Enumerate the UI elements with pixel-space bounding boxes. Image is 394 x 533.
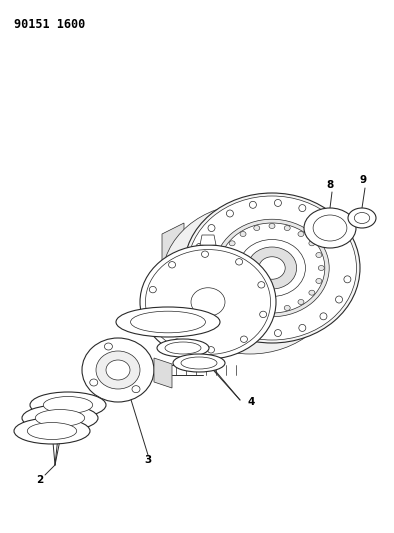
Ellipse shape — [259, 257, 285, 279]
Ellipse shape — [299, 325, 306, 332]
Ellipse shape — [106, 360, 130, 380]
Ellipse shape — [151, 316, 158, 322]
Ellipse shape — [249, 328, 256, 335]
Ellipse shape — [284, 225, 290, 231]
Ellipse shape — [240, 336, 247, 342]
Ellipse shape — [269, 223, 275, 229]
Ellipse shape — [240, 300, 246, 304]
Ellipse shape — [336, 233, 342, 240]
Ellipse shape — [173, 339, 180, 345]
Ellipse shape — [313, 215, 347, 241]
Ellipse shape — [82, 338, 154, 402]
Ellipse shape — [260, 311, 267, 318]
Ellipse shape — [104, 343, 112, 350]
Ellipse shape — [43, 397, 93, 414]
Ellipse shape — [192, 264, 199, 271]
Ellipse shape — [22, 405, 98, 431]
Ellipse shape — [247, 247, 297, 289]
Ellipse shape — [173, 354, 225, 372]
Ellipse shape — [35, 409, 85, 426]
Ellipse shape — [236, 259, 243, 265]
Ellipse shape — [27, 423, 77, 439]
Text: 5: 5 — [158, 273, 165, 283]
Ellipse shape — [269, 308, 275, 312]
Ellipse shape — [304, 208, 356, 248]
Ellipse shape — [227, 210, 233, 217]
Ellipse shape — [229, 241, 235, 246]
Ellipse shape — [208, 304, 215, 311]
Ellipse shape — [298, 231, 304, 237]
Ellipse shape — [258, 281, 265, 288]
Ellipse shape — [157, 339, 209, 357]
Ellipse shape — [132, 386, 140, 393]
Ellipse shape — [275, 329, 281, 336]
Ellipse shape — [316, 253, 322, 257]
Ellipse shape — [240, 231, 246, 237]
Ellipse shape — [254, 305, 260, 310]
Ellipse shape — [145, 249, 271, 354]
Ellipse shape — [354, 213, 370, 223]
Ellipse shape — [130, 311, 205, 333]
Ellipse shape — [238, 239, 305, 296]
Ellipse shape — [201, 251, 208, 257]
Ellipse shape — [284, 305, 290, 310]
Ellipse shape — [275, 199, 281, 206]
Polygon shape — [154, 358, 172, 388]
Ellipse shape — [208, 224, 215, 231]
Ellipse shape — [165, 342, 201, 354]
Ellipse shape — [116, 307, 220, 337]
Ellipse shape — [162, 204, 338, 354]
Text: 9: 9 — [359, 175, 366, 185]
Ellipse shape — [336, 296, 342, 303]
Ellipse shape — [318, 265, 324, 271]
Ellipse shape — [320, 216, 327, 223]
Text: 90151 1600: 90151 1600 — [14, 18, 85, 31]
Ellipse shape — [222, 278, 228, 284]
Ellipse shape — [169, 262, 176, 268]
Ellipse shape — [140, 245, 276, 359]
Ellipse shape — [309, 241, 315, 246]
Text: 4: 4 — [248, 397, 255, 407]
Ellipse shape — [348, 208, 376, 228]
Ellipse shape — [222, 253, 228, 257]
Ellipse shape — [227, 319, 233, 326]
Ellipse shape — [298, 300, 304, 304]
Ellipse shape — [149, 286, 156, 293]
Polygon shape — [200, 235, 216, 245]
Ellipse shape — [196, 244, 203, 251]
Text: 2: 2 — [36, 475, 44, 485]
Ellipse shape — [208, 346, 214, 353]
Text: 6: 6 — [201, 230, 208, 240]
Ellipse shape — [344, 276, 351, 283]
Ellipse shape — [90, 379, 98, 386]
Ellipse shape — [14, 418, 90, 444]
Text: 8: 8 — [326, 180, 334, 190]
Ellipse shape — [96, 351, 140, 389]
Ellipse shape — [181, 357, 217, 369]
Ellipse shape — [30, 392, 106, 418]
Ellipse shape — [254, 225, 260, 231]
Ellipse shape — [229, 290, 235, 295]
Ellipse shape — [309, 290, 315, 295]
Ellipse shape — [184, 193, 360, 343]
Text: 7: 7 — [264, 193, 272, 203]
Ellipse shape — [191, 288, 225, 316]
Ellipse shape — [249, 201, 256, 208]
Ellipse shape — [188, 196, 357, 340]
Ellipse shape — [215, 219, 329, 317]
Ellipse shape — [196, 286, 203, 293]
Ellipse shape — [299, 205, 306, 212]
Ellipse shape — [219, 223, 325, 313]
Text: 3: 3 — [144, 455, 152, 465]
Ellipse shape — [320, 313, 327, 320]
Ellipse shape — [220, 265, 226, 271]
Ellipse shape — [316, 278, 322, 284]
Polygon shape — [162, 223, 184, 324]
